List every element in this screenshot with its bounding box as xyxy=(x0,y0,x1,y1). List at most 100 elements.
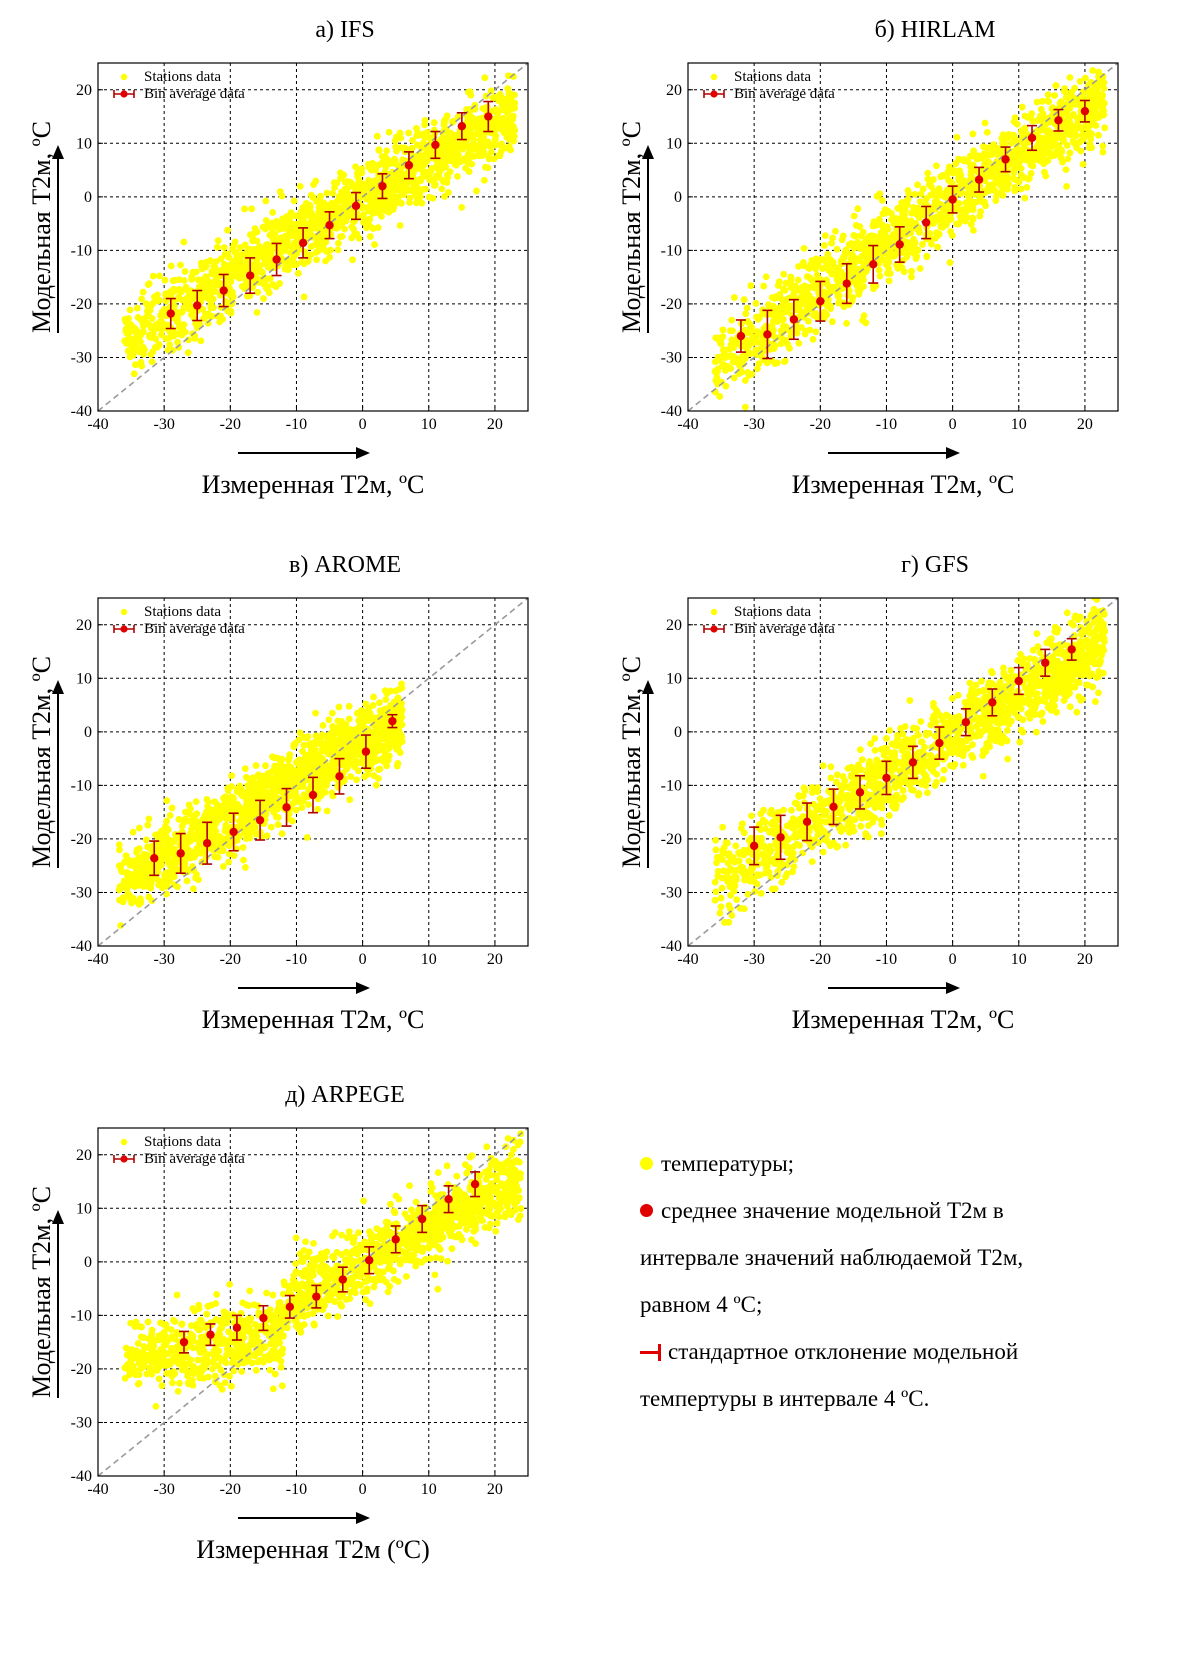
station-data-point xyxy=(304,834,311,841)
station-data-point xyxy=(224,251,231,258)
station-data-point xyxy=(939,172,946,179)
station-data-point xyxy=(967,164,974,171)
station-data-point xyxy=(788,284,795,291)
station-data-point xyxy=(296,230,303,237)
station-data-point xyxy=(371,241,378,248)
station-data-point xyxy=(365,182,372,189)
station-data-point xyxy=(133,340,140,347)
station-data-point xyxy=(143,854,150,861)
station-data-point xyxy=(135,314,142,321)
station-data-point xyxy=(348,235,355,242)
station-data-point xyxy=(431,127,438,134)
station-data-point xyxy=(291,197,298,204)
station-data-point xyxy=(324,808,331,815)
station-data-point xyxy=(1086,144,1093,151)
station-data-point xyxy=(249,774,256,781)
bin-average-point xyxy=(895,240,903,248)
station-data-point xyxy=(1018,186,1025,193)
bin-average-point xyxy=(219,286,227,294)
chart-hirlam: -40 -30 -20 -10 0 10 20-40-30-20-1001020Statio… xyxy=(620,45,1180,525)
station-data-point xyxy=(309,194,316,201)
station-data-point xyxy=(172,277,179,284)
station-data-point xyxy=(763,273,770,280)
station-data-point xyxy=(324,203,331,210)
station-data-point xyxy=(271,763,278,770)
station-data-point xyxy=(427,176,434,183)
station-data-point xyxy=(279,215,286,222)
y-tick-label: -30 xyxy=(71,349,92,366)
legend-label-bin: Bin average data xyxy=(734,86,835,102)
station-data-point xyxy=(911,191,918,198)
x-tick-label: 20 xyxy=(1077,416,1093,433)
station-data-point xyxy=(422,186,429,193)
station-data-point xyxy=(481,177,488,184)
station-data-point xyxy=(314,806,321,813)
station-data-point xyxy=(329,723,336,730)
station-data-point xyxy=(163,818,170,825)
station-data-point xyxy=(292,740,299,747)
station-data-point xyxy=(479,131,486,138)
bin-average-point xyxy=(229,828,237,836)
station-data-point xyxy=(390,160,397,167)
station-data-point xyxy=(346,759,353,766)
station-data-point xyxy=(405,130,412,137)
station-data-point xyxy=(205,799,212,806)
station-data-point xyxy=(843,320,850,327)
station-data-point xyxy=(788,274,795,281)
station-data-point xyxy=(215,237,222,244)
station-data-point xyxy=(386,129,393,136)
station-data-point xyxy=(254,309,261,316)
station-data-point xyxy=(806,292,813,299)
station-data-point xyxy=(504,105,511,112)
station-data-point xyxy=(376,766,383,773)
station-data-point xyxy=(916,229,923,236)
x-tick-label: 0 xyxy=(359,951,367,968)
chart-arome: -40 -30 -20 -10 0 10 20-40-30-20-1001020Statio… xyxy=(30,580,590,1060)
station-data-point xyxy=(208,287,215,294)
station-data-point xyxy=(398,734,405,741)
station-data-point xyxy=(392,179,399,186)
station-data-point xyxy=(274,788,281,795)
station-data-point xyxy=(1063,183,1070,190)
bin-average-point xyxy=(737,332,745,340)
station-data-point xyxy=(466,168,473,175)
station-data-point xyxy=(875,221,882,228)
station-data-point xyxy=(764,359,771,366)
station-data-point xyxy=(357,712,364,719)
station-data-point xyxy=(294,794,301,801)
station-data-point xyxy=(240,844,247,851)
station-data-point xyxy=(193,848,200,855)
station-data-point xyxy=(730,338,737,345)
station-data-point xyxy=(314,770,321,777)
station-data-point xyxy=(348,211,355,218)
station-data-point xyxy=(801,245,808,252)
station-data-point xyxy=(812,328,819,335)
station-data-point xyxy=(1067,113,1074,120)
station-data-point xyxy=(746,320,753,327)
station-data-point xyxy=(166,862,173,869)
station-data-point xyxy=(1001,179,1008,186)
station-data-point xyxy=(506,116,513,123)
station-data-point xyxy=(417,176,424,183)
x-arrow-head-icon xyxy=(356,982,370,994)
station-data-point xyxy=(902,219,909,226)
station-data-point xyxy=(272,223,279,230)
station-data-point xyxy=(127,307,134,314)
station-data-point xyxy=(307,204,314,211)
station-data-point xyxy=(162,277,169,284)
station-data-point xyxy=(980,143,987,150)
station-data-point xyxy=(1051,152,1058,159)
bin-average-point xyxy=(193,301,201,309)
station-data-point xyxy=(780,323,787,330)
station-data-point xyxy=(426,194,433,201)
station-data-point xyxy=(345,746,352,753)
station-data-point xyxy=(382,696,389,703)
station-data-point xyxy=(903,254,910,261)
station-data-point xyxy=(246,807,253,814)
bin-average-point xyxy=(309,791,317,799)
station-data-point xyxy=(167,812,174,819)
station-data-point xyxy=(276,280,283,287)
station-data-point xyxy=(992,197,999,204)
station-data-point xyxy=(380,160,387,167)
station-data-point xyxy=(346,703,353,710)
